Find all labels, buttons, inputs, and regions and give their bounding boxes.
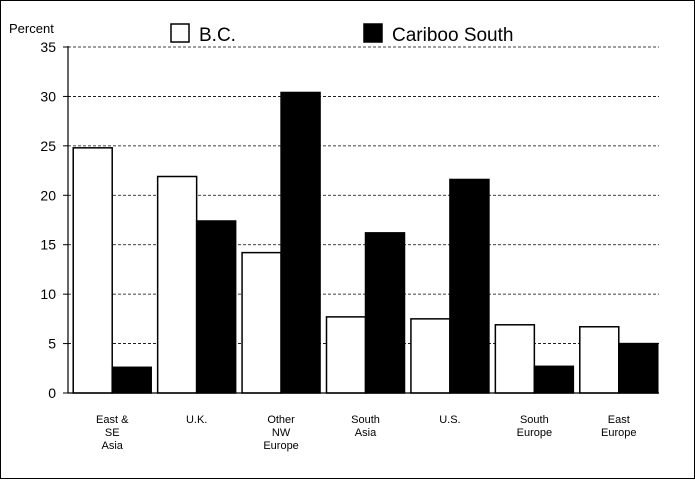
legend-swatch — [363, 23, 383, 43]
bar-bc — [579, 326, 620, 394]
x-category-label: South Asia — [351, 414, 380, 439]
y-tick-label: 10 — [40, 286, 56, 302]
bar-cariboo-south — [533, 365, 575, 394]
x-category-label-line: U.S. — [439, 414, 460, 426]
x-category-label-line: SE — [105, 427, 120, 439]
x-category-label-line: Europe — [517, 427, 552, 439]
axes — [67, 46, 659, 394]
legend: B.C. Cariboo South — [170, 23, 513, 46]
bar-bc — [494, 324, 536, 394]
bar-cariboo-south — [449, 178, 490, 394]
x-category-label: East Europe — [601, 414, 636, 439]
bar-cariboo-south — [280, 91, 321, 394]
y-tick-label: 35 — [40, 39, 56, 55]
x-category-label: East & SE Asia — [96, 414, 129, 452]
bar-cariboo-south — [618, 342, 659, 394]
legend-label: B.C. — [199, 25, 236, 46]
legend-label: Cariboo South — [392, 25, 513, 46]
gridlines — [68, 46, 659, 344]
y-tick-label: 20 — [40, 187, 56, 203]
y-tick-label: 0 — [48, 385, 56, 401]
x-category-label: U.K. — [186, 414, 207, 426]
y-tick-label: 15 — [40, 237, 56, 253]
x-category-label: South Europe — [517, 414, 552, 439]
y-tick-labels: 0 5 10 15 20 25 30 35 — [40, 39, 68, 401]
x-category-label-line: Europe — [601, 427, 636, 439]
x-category-label-line: South — [520, 414, 549, 426]
bar-bc — [156, 175, 198, 394]
x-category-label-line: Asia — [102, 440, 124, 452]
bar-cariboo-south — [111, 366, 152, 394]
legend-swatch — [170, 23, 190, 43]
x-category-label: U.S. — [439, 414, 460, 426]
x-category-label-line: Asia — [355, 427, 377, 439]
y-tick-label: 25 — [40, 138, 56, 154]
bar-bc — [241, 251, 282, 394]
x-category-label-line: East & — [96, 414, 129, 426]
x-category-label-line: East — [608, 414, 630, 426]
bar-cariboo-south — [364, 232, 406, 394]
y-tick-label: 5 — [48, 336, 56, 352]
bars — [72, 91, 659, 394]
bar-bc — [72, 147, 113, 394]
bar-bc — [325, 316, 367, 394]
y-tick-label: 30 — [40, 88, 56, 104]
y-axis-label: Percent — [9, 21, 54, 36]
bar-cariboo-south — [195, 220, 237, 394]
x-category-label-line: South — [351, 414, 380, 426]
bar-bc — [410, 318, 451, 394]
x-category-label-line: Europe — [263, 440, 298, 452]
x-category-label-line: NW — [272, 427, 291, 439]
x-category-label: Other NW Europe — [263, 414, 298, 452]
x-category-label-line: Other — [267, 414, 295, 426]
x-category-label-line: U.K. — [186, 414, 207, 426]
